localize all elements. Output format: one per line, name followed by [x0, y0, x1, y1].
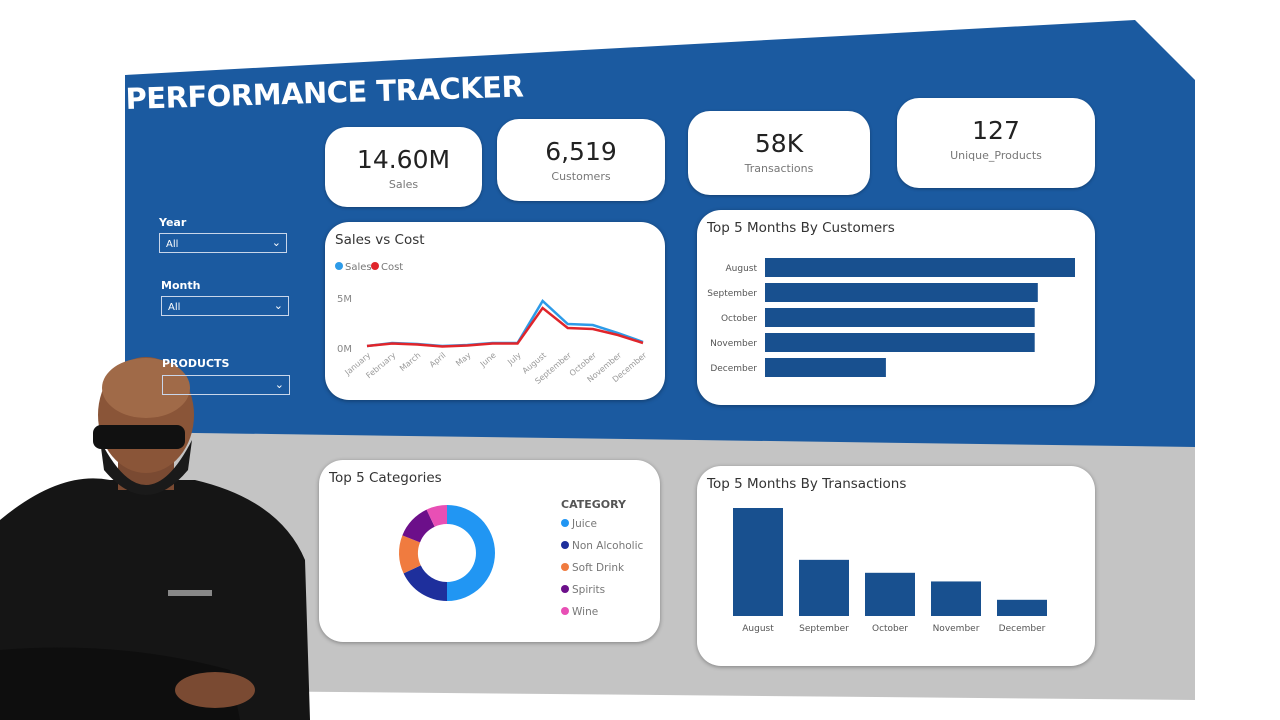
x-category-label: August: [742, 624, 774, 634]
x-tick-label: April: [428, 351, 448, 370]
legend-label: Sales: [345, 262, 372, 273]
y-category-label: October: [721, 314, 757, 324]
kpi-label: Sales: [388, 178, 419, 191]
x-category-label: November: [933, 624, 980, 634]
legend-marker: [561, 563, 569, 571]
kpi-card-customers: 6,519 Customers: [497, 119, 665, 201]
transactions-card: Top 5 Months By Transactions August Septe…: [697, 466, 1095, 666]
kpi-label: Customers: [551, 170, 611, 183]
kpi-card-transactions: 58K Transactions: [688, 111, 870, 195]
products-dropdown[interactable]: ⌄: [162, 375, 290, 395]
donut-slice: [399, 535, 421, 574]
legend-title: CATEGORY: [561, 498, 627, 511]
bar: [865, 572, 915, 616]
chevron-down-icon: ⌄: [271, 236, 281, 249]
categories-card: Top 5 Categories CATEGORY Juice Non Alcoho…: [319, 460, 660, 642]
slicer-label: Month: [161, 279, 201, 292]
chart-title: Top 5 Categories: [329, 470, 442, 486]
sales-vs-cost-card: Sales vs Cost Sales Cost 0M 5M January Februa…: [325, 222, 665, 400]
customers-card: Top 5 Months By Customers August Septembe…: [697, 210, 1095, 405]
kpi-card-unique-products: 127 Unique_Products: [897, 98, 1095, 188]
series-line-cost: [366, 306, 644, 348]
y-tick-label: 0M: [337, 344, 352, 355]
bar: [733, 508, 783, 616]
x-category-label: October: [872, 624, 908, 634]
slicer-label: Year: [159, 216, 187, 229]
bar: [765, 283, 1038, 302]
legend-marker: [561, 519, 569, 527]
kpi-value: 127: [972, 116, 1020, 145]
x-tick-label: July: [505, 350, 523, 367]
chart-title: Sales vs Cost: [335, 232, 425, 248]
legend-marker: [561, 585, 569, 593]
series-line-sales: [366, 299, 644, 348]
dropdown-value: All: [166, 239, 179, 250]
categories-donut-chart: CATEGORY Juice Non Alcoholic Soft Drink Spir…: [399, 498, 643, 618]
x-category-label: December: [999, 624, 1046, 634]
legend-marker: [561, 607, 569, 615]
year-slicer: Year All ⌄: [159, 216, 287, 253]
legend-label: Spirits: [572, 584, 605, 596]
kpi-card-sales: 14.60M Sales: [325, 127, 482, 207]
chart-title: Top 5 Months By Transactions: [707, 476, 907, 492]
slicer-label: PRODUCTS: [162, 357, 230, 370]
donut-slice: [403, 565, 447, 601]
month-dropdown[interactable]: All ⌄: [161, 296, 289, 316]
presenter-illustration: [0, 357, 310, 720]
chevron-down-icon: ⌄: [273, 299, 283, 312]
x-tick-label: March: [398, 351, 422, 374]
transactions-bar-chart: August September October November December: [733, 508, 1047, 634]
x-tick-label: June: [478, 351, 498, 370]
bar: [931, 581, 981, 616]
legend-label: Juice: [571, 518, 597, 530]
y-category-label: September: [707, 289, 757, 299]
bar: [997, 599, 1047, 616]
bar: [765, 258, 1075, 277]
kpi-label: Transactions: [744, 162, 814, 175]
products-slicer: PRODUCTS ⌄: [162, 357, 290, 395]
legend-label: Non Alcoholic: [572, 540, 643, 552]
bar: [765, 308, 1035, 327]
y-tick-label: 5M: [337, 294, 352, 305]
y-category-label: November: [710, 339, 757, 349]
y-category-label: August: [726, 264, 758, 274]
y-category-label: December: [710, 364, 757, 374]
bar: [765, 358, 886, 377]
kpi-value: 58K: [754, 129, 804, 158]
bar: [799, 559, 849, 616]
legend-marker: [371, 262, 379, 270]
customers-bar-chart: August September October November December: [707, 258, 1075, 377]
kpi-label: Unique_Products: [950, 149, 1042, 162]
kpi-value: 14.60M: [356, 145, 451, 174]
legend-label: Cost: [381, 262, 403, 273]
dropdown-value: All: [168, 302, 181, 313]
donut-slice: [426, 505, 447, 527]
kpi-value: 6,519: [545, 137, 617, 166]
donut-slice: [447, 505, 495, 601]
donut-slice: [402, 509, 435, 543]
chevron-down-icon: ⌄: [274, 378, 284, 391]
year-dropdown[interactable]: All ⌄: [159, 233, 287, 253]
x-category-label: September: [799, 624, 849, 634]
legend-label: Soft Drink: [572, 562, 625, 574]
legend-marker: [561, 541, 569, 549]
chart-title: Top 5 Months By Customers: [707, 220, 895, 236]
bar: [765, 333, 1035, 352]
legend-marker: [335, 262, 343, 270]
month-slicer: Month All ⌄: [161, 279, 289, 316]
legend-label: Wine: [572, 606, 598, 618]
x-tick-label: May: [454, 350, 473, 368]
